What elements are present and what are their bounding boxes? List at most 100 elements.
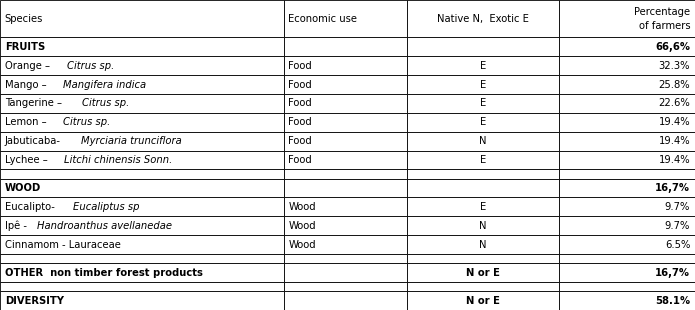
Text: Litchi chinensis Sonn.: Litchi chinensis Sonn. [64,155,172,165]
Bar [284,132,407,151]
Bar [284,151,407,170]
Bar [559,197,695,216]
Text: Food: Food [288,155,312,165]
Bar [407,197,559,216]
Text: Cinnamom - Lauraceae: Cinnamom - Lauraceae [5,240,121,250]
Bar [407,38,559,56]
Bar [284,38,407,56]
Bar [284,75,407,94]
Bar [559,38,695,56]
Bar [559,179,695,197]
Text: FRUITS: FRUITS [5,42,45,52]
Bar [407,113,559,132]
Bar [407,282,559,291]
Text: Species: Species [5,14,43,24]
Text: E: E [480,117,486,127]
Text: Myrciaria trunciflora: Myrciaria trunciflora [81,136,182,146]
Bar [0,291,284,310]
Text: N or E: N or E [466,295,500,306]
Text: of farmers: of farmers [639,21,690,31]
Text: Wood: Wood [288,221,316,231]
Bar [407,94,559,113]
Bar [284,113,407,132]
Bar [559,291,695,310]
Bar [0,235,284,254]
Bar [0,113,284,132]
Bar [559,151,695,170]
Bar [284,94,407,113]
Text: Food: Food [288,117,312,127]
Text: Jabuticaba-: Jabuticaba- [5,136,64,146]
Bar [0,38,284,56]
Bar [284,170,407,179]
Text: Food: Food [288,99,312,108]
Bar [559,94,695,113]
Bar [559,75,695,94]
Bar [0,170,284,179]
Text: 32.3%: 32.3% [659,61,690,71]
Bar [407,170,559,179]
Bar [407,75,559,94]
Bar [284,56,407,75]
Bar [284,291,407,310]
Text: Wood: Wood [288,240,316,250]
Text: 6.5%: 6.5% [664,240,690,250]
Bar [0,282,284,291]
Text: WOOD: WOOD [5,183,41,193]
Text: N or E: N or E [466,268,500,277]
Bar [559,216,695,235]
Text: Native N,  Exotic E: Native N, Exotic E [437,14,529,24]
Text: Percentage: Percentage [634,7,690,17]
Text: 25.8%: 25.8% [658,80,690,90]
Bar [0,151,284,170]
Text: Mangifera indica: Mangifera indica [63,80,146,90]
Text: Economic use: Economic use [288,14,357,24]
Text: 66,6%: 66,6% [655,42,690,52]
Bar [559,235,695,254]
Text: N: N [480,240,486,250]
Bar [559,113,695,132]
Text: 9.7%: 9.7% [664,221,690,231]
Text: 22.6%: 22.6% [658,99,690,108]
Text: 9.7%: 9.7% [664,202,690,212]
Bar [559,56,695,75]
Bar [559,0,695,38]
Text: 19.4%: 19.4% [658,136,690,146]
Bar [284,235,407,254]
Bar [0,179,284,197]
Bar [284,216,407,235]
Text: Handroanthus avellanedae: Handroanthus avellanedae [38,221,172,231]
Bar [284,179,407,197]
Bar [0,197,284,216]
Text: Citrus sp.: Citrus sp. [83,99,130,108]
Bar [559,170,695,179]
Text: Mango –: Mango – [5,80,49,90]
Text: Citrus sp.: Citrus sp. [67,61,114,71]
Bar [407,235,559,254]
Text: Food: Food [288,136,312,146]
Bar [0,254,284,263]
Text: 16,7%: 16,7% [655,268,690,277]
Text: Lychee –: Lychee – [5,155,51,165]
Bar [559,282,695,291]
Bar [407,216,559,235]
Bar [407,56,559,75]
Text: Eucaliptus sp: Eucaliptus sp [73,202,140,212]
Bar [407,132,559,151]
Bar [407,151,559,170]
Text: E: E [480,202,486,212]
Text: Ipê -: Ipê - [5,220,30,231]
Text: 19.4%: 19.4% [658,155,690,165]
Text: Food: Food [288,80,312,90]
Text: E: E [480,61,486,71]
Bar [284,263,407,282]
Text: 19.4%: 19.4% [658,117,690,127]
Bar [407,263,559,282]
Bar [284,0,407,38]
Text: 58.1%: 58.1% [655,295,690,306]
Text: E: E [480,99,486,108]
Bar [0,56,284,75]
Text: Eucalipto-: Eucalipto- [5,202,58,212]
Bar [0,75,284,94]
Text: Tangerine –: Tangerine – [5,99,65,108]
